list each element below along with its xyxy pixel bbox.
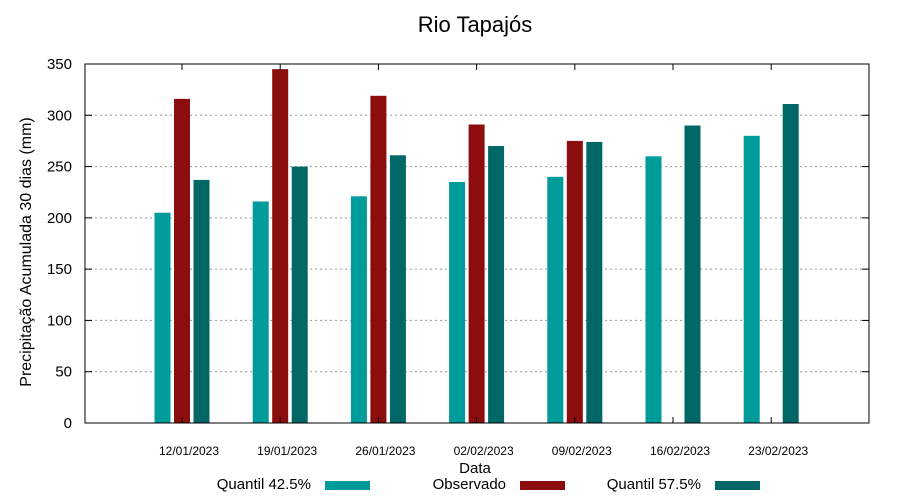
y-tick-label: 0 — [64, 415, 72, 432]
bar-quantil-42-5- — [350, 196, 367, 423]
chart-title: Rio Tapajós — [418, 12, 533, 37]
bar-quantil-42-5- — [449, 181, 466, 423]
legend-swatch — [715, 481, 760, 490]
bar-quantil-57-5- — [586, 141, 603, 423]
legend-swatch — [520, 481, 565, 490]
bar-quantil-57-5- — [389, 155, 406, 423]
x-tick-label: 02/02/2023 — [454, 444, 514, 458]
y-tick-label: 150 — [47, 261, 72, 278]
bar-quantil-42-5- — [154, 212, 171, 423]
x-axis-ticks: 12/01/2023 19/01/2023 26/01/2023 02/02/2023… — [159, 64, 809, 458]
y-tick-label: 350 — [47, 56, 72, 73]
bar-observado — [468, 124, 485, 423]
y-axis-label: Precipitação Acumulada 30 dias (mm) — [18, 117, 35, 386]
bar-quantil-57-5- — [193, 179, 210, 423]
bar-observado — [174, 98, 190, 424]
y-tick-label: 300 — [47, 107, 72, 124]
y-tick-label: 200 — [47, 210, 72, 227]
y-tick-label: 100 — [47, 312, 72, 329]
x-axis-label: Data — [459, 460, 491, 477]
x-tick-label: 23/02/2023 — [748, 444, 808, 458]
bar-quantil-42-5- — [547, 176, 564, 423]
bar-quantil-57-5- — [684, 125, 701, 424]
x-tick-label: 26/01/2023 — [355, 444, 415, 458]
x-tick-label: 19/01/2023 — [257, 444, 317, 458]
legend-label: Observado — [433, 476, 506, 493]
bar-quantil-57-5- — [488, 146, 505, 424]
y-tick-label: 250 — [47, 159, 72, 176]
bar-observado — [370, 95, 387, 423]
x-tick-label: 12/01/2023 — [159, 444, 219, 458]
legend-label: Quantil 57.5% — [607, 476, 701, 493]
bars — [154, 69, 799, 424]
legend-swatch — [325, 481, 370, 490]
legend: Quantil 42.5% Observado Quantil 57.5% — [217, 476, 760, 493]
bar-quantil-42-5- — [645, 156, 662, 424]
bar-quantil-42-5- — [252, 201, 269, 423]
legend-label: Quantil 42.5% — [217, 476, 311, 493]
bar-quantil-42-5- — [743, 135, 760, 424]
bar-observado — [272, 69, 289, 423]
bar-observado — [566, 140, 583, 423]
bar-quantil-57-5- — [782, 104, 799, 423]
y-axis-ticks: 0 50 100 150 200 250 300 350 — [47, 56, 869, 432]
x-tick-label: 09/02/2023 — [552, 444, 612, 458]
bar-quantil-57-5- — [291, 166, 308, 424]
x-tick-label: 16/02/2023 — [650, 444, 710, 458]
y-tick-label: 50 — [55, 364, 72, 381]
